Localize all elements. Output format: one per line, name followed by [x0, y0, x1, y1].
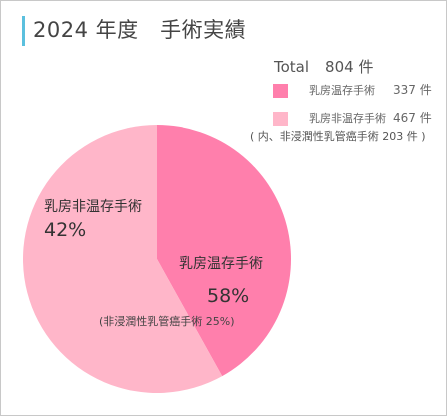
legend-note: ( 内、非浸潤性乳管癌手術 203 件 ) [250, 130, 426, 143]
legend-swatch-conserving [273, 84, 288, 98]
chart-title: 2024 年度 手術実績 [33, 18, 247, 42]
slice-label-nonconserving: 乳房非温存手術 42% [44, 197, 142, 243]
slice-name-conserving: 乳房温存手術 [179, 256, 263, 272]
legend-swatch-nonconserving [273, 112, 288, 126]
slice-note-conserving: (非浸潤性乳管癌手術 25%) [99, 315, 235, 328]
total-value: 804 件 [325, 58, 374, 76]
total-label: Total [274, 58, 310, 76]
total-summary: Total 804 件 [274, 56, 373, 78]
title-accent-bar [22, 16, 25, 46]
legend-label: 乳房非温存手術 [309, 112, 386, 125]
legend-count: 337 件 [393, 83, 432, 97]
legend-count: 467 件 [393, 111, 432, 125]
slice-name: 乳房非温存手術 [44, 199, 142, 215]
slice-percent: 42% [44, 219, 87, 241]
slice-percent-conserving: 58% [207, 285, 250, 307]
pie-slice-nonconserving [22, 125, 223, 394]
legend-label: 乳房温存手術 [309, 84, 375, 97]
pie-slice-conserving [157, 125, 292, 377]
